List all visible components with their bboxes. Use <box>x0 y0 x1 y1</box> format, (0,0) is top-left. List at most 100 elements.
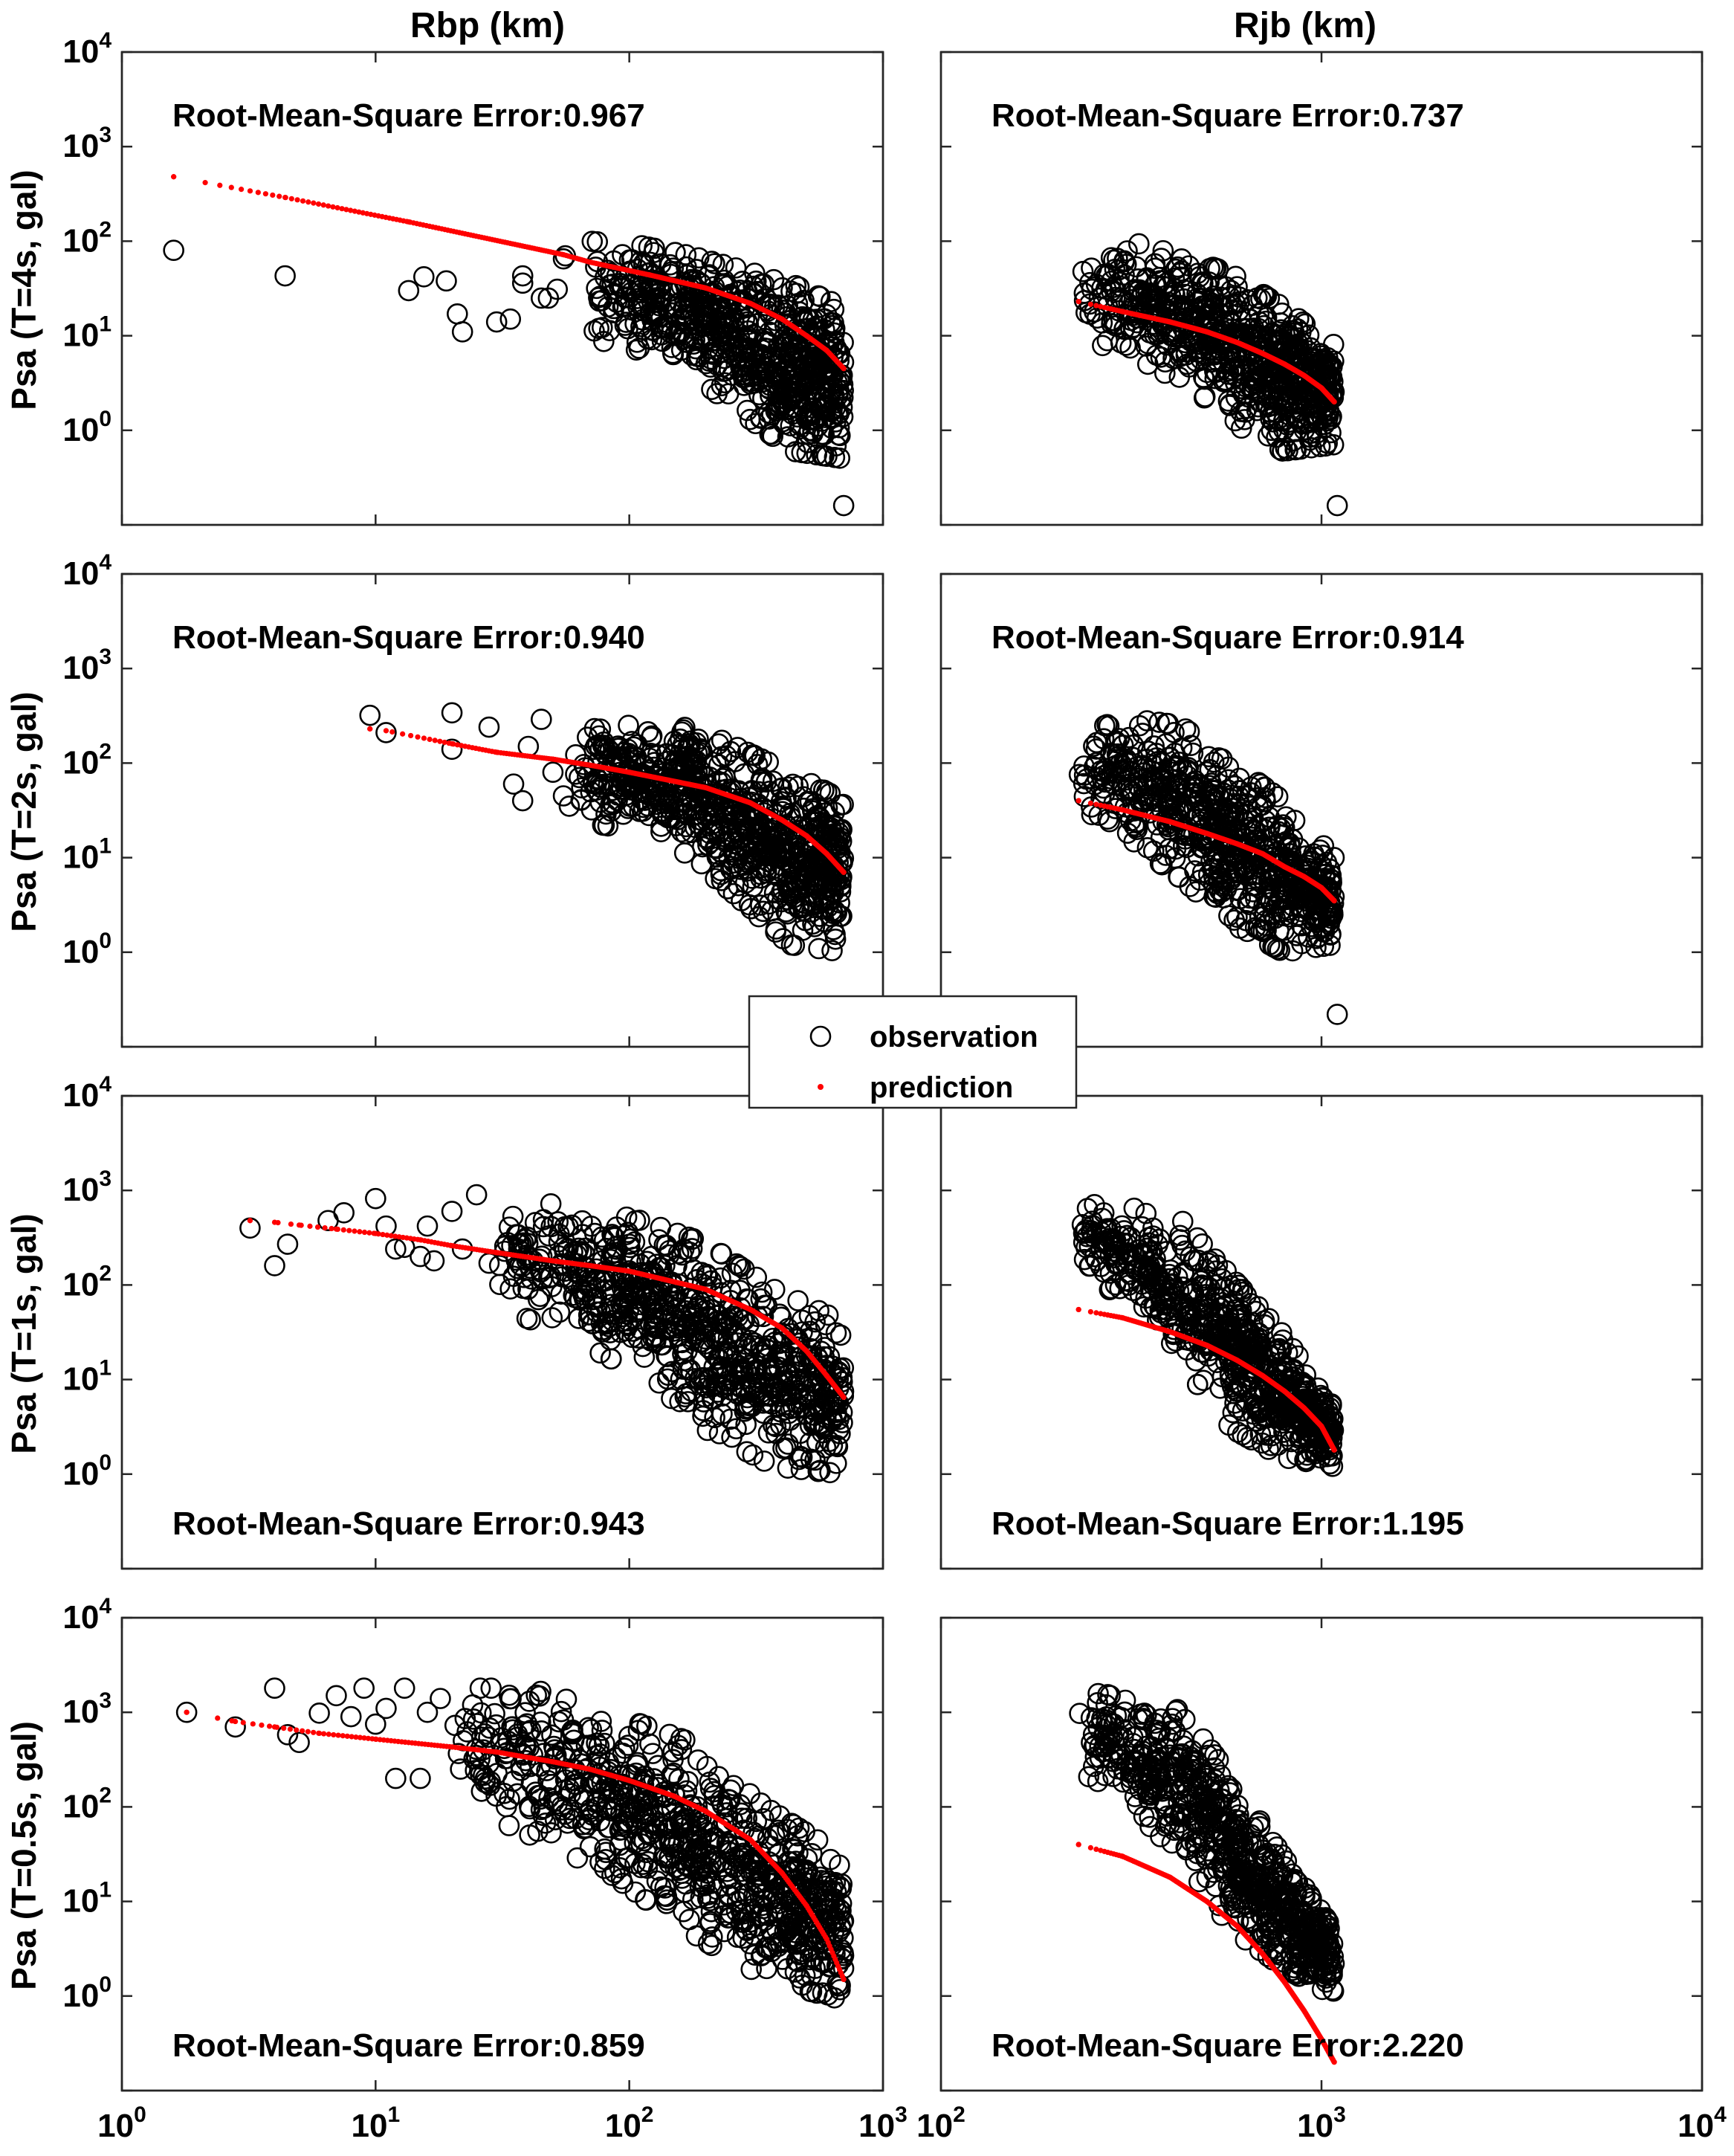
observation-point <box>825 1405 847 1427</box>
prediction-point <box>360 210 366 216</box>
observation-point <box>825 411 847 433</box>
observation-point <box>615 1224 637 1245</box>
prediction-point <box>228 184 234 190</box>
observation-point <box>733 361 754 383</box>
observation-point <box>683 1259 705 1281</box>
observation-point <box>637 720 659 743</box>
observation-point <box>645 1307 667 1329</box>
observation-point <box>789 1368 810 1390</box>
observation-point <box>603 283 625 304</box>
observation-point <box>1255 310 1277 332</box>
prediction-point <box>326 203 331 209</box>
y-tick-label: 100 <box>62 929 111 970</box>
observation-point <box>706 846 728 868</box>
observation-point <box>1203 845 1224 868</box>
observation-point <box>423 1250 445 1272</box>
observation-point <box>1200 300 1223 322</box>
prediction-point <box>1234 339 1240 346</box>
prediction-point <box>1319 385 1324 391</box>
observation-point <box>769 860 792 882</box>
observation-point <box>711 1385 734 1407</box>
observation-point <box>1297 340 1319 362</box>
observation-point <box>653 1308 675 1331</box>
observation-point <box>699 822 721 845</box>
observation-point <box>561 1269 583 1291</box>
observation-point <box>765 400 787 422</box>
observation-point <box>648 1229 670 1250</box>
prediction-point <box>415 734 421 740</box>
observation-point <box>786 293 809 314</box>
prediction-point <box>824 851 829 856</box>
observation-point <box>777 879 800 902</box>
observation-point <box>753 1450 775 1472</box>
observation-point <box>583 1288 606 1311</box>
observation-point <box>1231 417 1252 439</box>
observation-point <box>1127 775 1149 796</box>
observation-point <box>1319 935 1341 956</box>
observation-point <box>638 236 660 258</box>
observation-point <box>601 274 623 295</box>
observation-point <box>1207 258 1229 280</box>
observation-point <box>1081 278 1103 300</box>
observation-point <box>774 1398 796 1421</box>
observation-point <box>671 1332 693 1354</box>
observation-point <box>662 257 685 279</box>
observation-point <box>704 253 725 274</box>
observation-point <box>1140 760 1162 781</box>
prediction-point <box>494 749 499 755</box>
observation-point <box>751 1281 773 1303</box>
prediction-point <box>288 1221 294 1227</box>
y-tick-label: 102 <box>62 739 111 781</box>
observation-point <box>639 1313 661 1334</box>
row-label-t05s: Psa (T=0.5s, gal) <box>4 1721 43 1990</box>
column-title-rbp: Rbp (km) <box>410 6 565 45</box>
observation-point <box>614 314 636 336</box>
observation-point <box>1236 920 1258 943</box>
observation-point <box>783 876 804 898</box>
observation-point <box>763 268 785 291</box>
observation-point <box>633 1277 655 1300</box>
observation-point <box>640 726 662 749</box>
observation-point <box>1276 836 1298 859</box>
observation-point <box>1321 386 1342 407</box>
observation-point <box>681 1329 702 1351</box>
prediction-point <box>441 739 447 746</box>
observation-point <box>606 790 628 811</box>
prediction-point <box>803 833 809 839</box>
observation-point <box>702 1321 724 1343</box>
observation-point <box>1139 288 1160 310</box>
observation-point <box>1240 810 1263 832</box>
observation-point <box>1226 879 1248 902</box>
observation-point <box>478 1252 500 1274</box>
observation-point <box>1208 747 1230 769</box>
observation-point <box>799 325 821 346</box>
observation-point <box>716 1316 737 1337</box>
observation-point <box>1154 362 1176 384</box>
observation-point <box>591 1226 613 1248</box>
observation-point <box>548 1231 570 1253</box>
observation-point <box>274 265 296 287</box>
prediction-point <box>361 1229 368 1236</box>
observation-point <box>1237 865 1258 887</box>
observation-point <box>541 1307 563 1329</box>
observation-point <box>633 300 655 322</box>
observation-point <box>1163 721 1185 743</box>
prediction-point <box>427 736 433 743</box>
prediction-point <box>406 219 412 225</box>
observation-point <box>745 413 766 435</box>
observation-point <box>530 287 552 309</box>
observation-point <box>783 887 805 908</box>
observation-point <box>719 1289 742 1311</box>
observation-point <box>661 342 684 364</box>
y-tick-label: 103 <box>62 645 111 686</box>
observation-point <box>829 827 851 849</box>
prediction-point <box>627 769 633 775</box>
y-tick-label: 100 <box>62 1450 111 1492</box>
observation-point <box>1268 920 1290 942</box>
observation-point <box>653 1299 675 1321</box>
observation-point <box>654 1254 676 1277</box>
observation-point <box>618 775 640 798</box>
observation-point <box>1229 286 1250 308</box>
observation-point <box>701 378 722 401</box>
observation-point <box>769 847 791 869</box>
